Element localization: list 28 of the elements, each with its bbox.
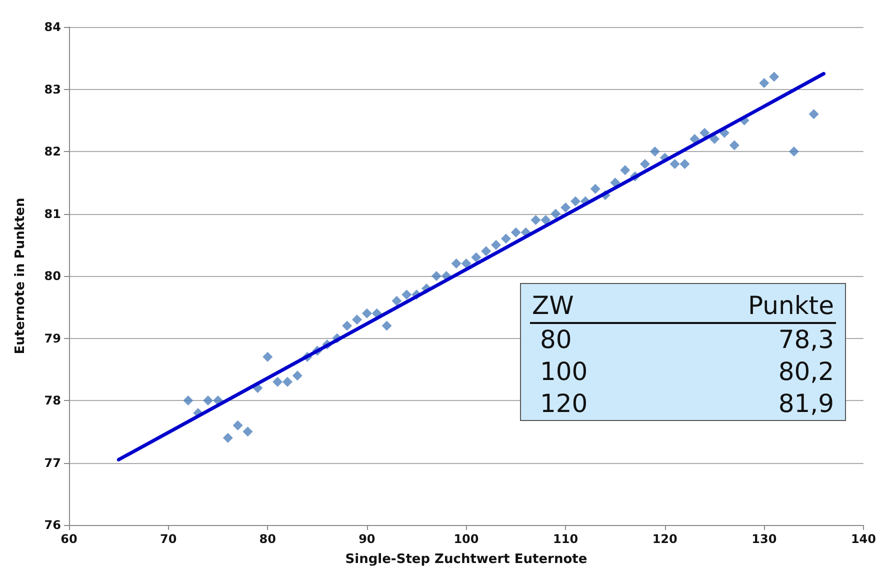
- y-tick-label: 83: [44, 82, 61, 96]
- annotation: 120: [538, 388, 589, 420]
- y-axis-title: Euternote in Punkten: [13, 198, 28, 354]
- annotation: 81,9: [777, 388, 835, 420]
- x-tick-label: 60: [60, 532, 78, 546]
- annotation: 78,3: [777, 324, 835, 356]
- annotation: 80,2: [777, 356, 835, 388]
- x-tick-label: 120: [652, 532, 678, 546]
- x-tick-label: 70: [160, 532, 177, 546]
- x-tick-label: 130: [752, 532, 777, 546]
- x-tick-label: 90: [358, 532, 376, 546]
- y-tick-label: 84: [44, 20, 61, 34]
- y-tick-label: 82: [44, 144, 61, 158]
- y-tick-label: 79: [44, 331, 61, 346]
- x-tick-label: 110: [553, 532, 578, 546]
- x-axis-title: Single-Step Zuchtwert Euternote: [345, 552, 588, 567]
- annotation: ZW: [530, 290, 652, 323]
- annotation: 100: [538, 356, 589, 388]
- x-tick-label: 80: [259, 532, 276, 546]
- y-tick-label: 77: [44, 456, 61, 470]
- annotation: Punkte: [652, 290, 836, 323]
- y-tick-label: 81: [44, 206, 61, 221]
- y-tick-label: 80: [44, 269, 61, 283]
- annotation: 80: [538, 324, 573, 356]
- y-tick-label: 76: [44, 518, 61, 532]
- x-tick-label: 100: [454, 532, 479, 546]
- y-tick-label: 78: [44, 394, 61, 408]
- x-tick-label: 140: [850, 532, 876, 546]
